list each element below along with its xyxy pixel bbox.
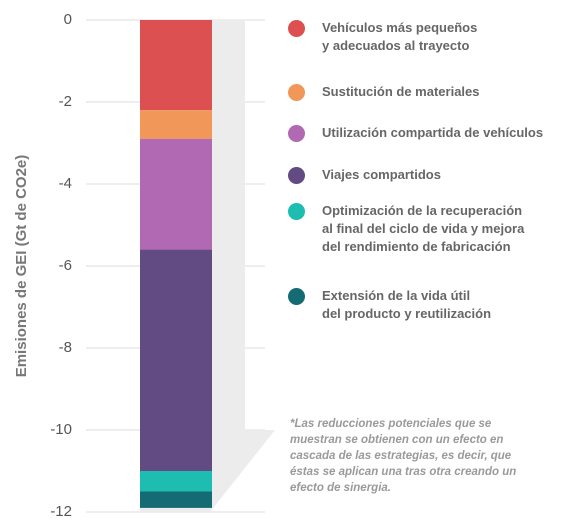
- y-tick-label: -8: [59, 339, 72, 356]
- legend-swatch: [288, 20, 305, 37]
- y-tick-label: -10: [50, 421, 72, 438]
- bar-segment: [140, 491, 212, 508]
- legend-label: Optimización de la recuperación al final…: [322, 203, 525, 254]
- y-tick-label: 0: [64, 11, 72, 28]
- legend-swatch: [288, 125, 305, 142]
- y-tick-label: -12: [50, 503, 72, 518]
- y-axis-label: Emisiones de GEI (Gt de CO2e): [13, 155, 30, 378]
- legend-swatch: [288, 167, 305, 184]
- legend-swatch: [288, 288, 305, 305]
- annotation: *Las reducciones potenciales que se mues…: [290, 418, 517, 494]
- bar-segment: [140, 110, 212, 139]
- legend-label: Extensión de la vida útil del producto y…: [322, 288, 492, 321]
- y-tick-label: -6: [59, 257, 72, 274]
- legend-label: Vehículos más pequeños y adecuados al tr…: [322, 20, 478, 53]
- legend-label: Utilización compartida de vehículos: [322, 125, 544, 140]
- legend-label: Viajes compartidos: [322, 167, 441, 182]
- bar-segment: [140, 249, 212, 471]
- y-tick-label: -4: [59, 175, 72, 192]
- legend-swatch: [288, 84, 305, 101]
- bar-segment: [140, 20, 212, 111]
- bar-segment: [140, 471, 212, 492]
- legend-label: Sustitución de materiales: [322, 84, 480, 99]
- bar-segment: [140, 138, 212, 250]
- y-tick-label: -2: [59, 93, 72, 110]
- legend-swatch: [288, 203, 305, 220]
